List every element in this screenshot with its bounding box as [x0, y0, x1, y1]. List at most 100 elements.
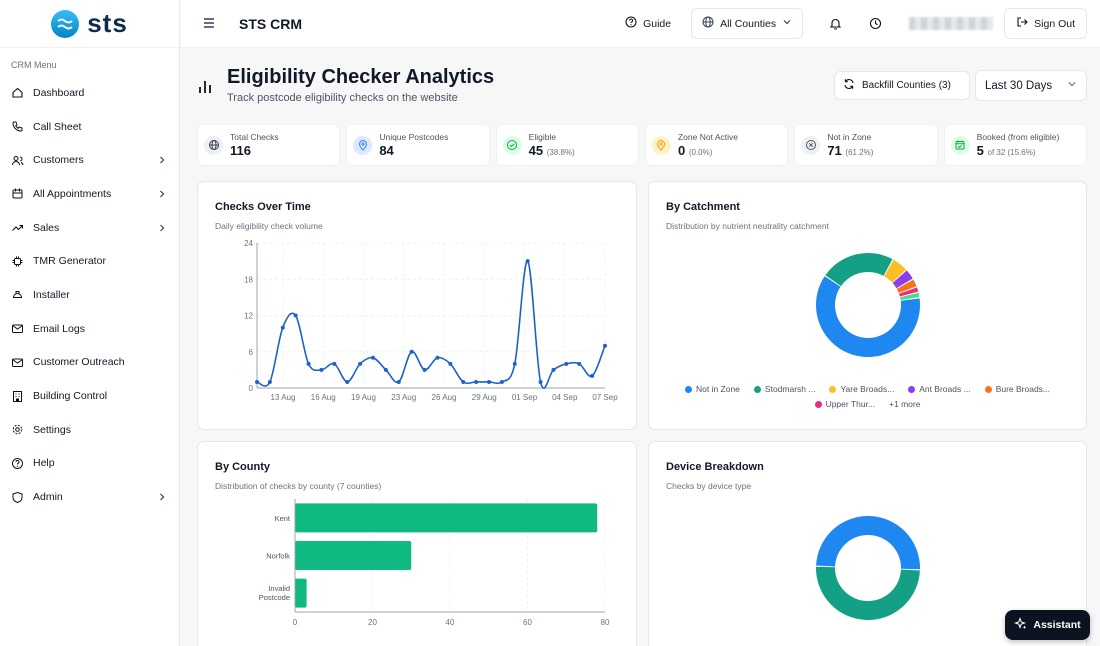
backfill-counties-button[interactable]: Backfill Counties (3): [834, 71, 970, 100]
data-point[interactable]: [396, 379, 401, 384]
legend-item[interactable]: Yare Broads...: [829, 384, 894, 394]
sidebar-item-customer-outreach[interactable]: Customer Outreach: [0, 346, 179, 380]
catchment-donut-chart[interactable]: [649, 182, 1088, 372]
sign-out-button[interactable]: Sign Out: [1004, 8, 1087, 39]
sidebar-item-settings[interactable]: Settings: [0, 413, 179, 447]
sidebar-item-installer[interactable]: Installer: [0, 278, 179, 312]
pie-slice[interactable]: [900, 292, 920, 301]
checks-line-chart[interactable]: 0 6 12 18 24 13 Aug 16 Aug 19 Aug 23 Aug 26 Aug 29…: [198, 182, 638, 431]
data-point[interactable]: [474, 379, 479, 384]
menu-toggle-icon[interactable]: [203, 15, 217, 33]
home-icon: [11, 86, 24, 99]
assistant-button[interactable]: Assistant: [1005, 610, 1090, 640]
data-point[interactable]: [435, 355, 440, 360]
sidebar-item-sales[interactable]: Sales: [0, 211, 179, 245]
sidebar-item-tmr-generator[interactable]: TMR Generator: [0, 244, 179, 278]
date-range-select[interactable]: Last 30 Days: [975, 70, 1087, 101]
date-range-value: Last 30 Days: [985, 79, 1053, 92]
data-point[interactable]: [371, 355, 375, 360]
pie-slice[interactable]: [899, 287, 919, 297]
category-label: Norfolk: [266, 552, 290, 561]
mail-icon: [11, 356, 24, 369]
shield-icon: [11, 491, 24, 504]
sidebar-item-label: All Appointments: [33, 187, 112, 200]
device-donut-chart[interactable]: [649, 442, 1088, 646]
stat-label: Not in Zone: [827, 132, 872, 142]
pie-slice[interactable]: [816, 515, 920, 570]
pie-slice[interactable]: [816, 276, 920, 357]
data-point[interactable]: [603, 343, 607, 348]
category-label: Postcode: [259, 593, 290, 602]
pie-slice[interactable]: [896, 279, 917, 294]
data-point[interactable]: [306, 361, 311, 366]
legend-item[interactable]: Not in Zone: [684, 384, 740, 394]
card-title: Device Breakdown: [666, 461, 764, 473]
data-point[interactable]: [255, 379, 259, 384]
data-point[interactable]: [551, 367, 556, 372]
data-point[interactable]: [525, 259, 530, 264]
log-out-icon: [1016, 16, 1028, 31]
data-point[interactable]: [487, 379, 491, 384]
pie-slice[interactable]: [816, 566, 920, 621]
sidebar-item-customers[interactable]: Customers: [0, 143, 179, 177]
data-point[interactable]: [358, 361, 363, 366]
data-point[interactable]: [293, 313, 298, 318]
pie-slice[interactable]: [884, 259, 906, 283]
data-point[interactable]: [590, 373, 595, 378]
legend-item[interactable]: Upper Thur...: [814, 399, 875, 409]
assistant-label: Assistant: [1033, 619, 1081, 631]
y-tick-label: 12: [244, 312, 253, 321]
data-point[interactable]: [564, 361, 569, 366]
pie-slice[interactable]: [892, 270, 913, 289]
guide-label: Guide: [643, 17, 672, 30]
bar[interactable]: [295, 541, 412, 570]
history-icon[interactable]: [869, 17, 883, 31]
data-point[interactable]: [409, 349, 414, 354]
brand-logo[interactable]: sts: [0, 0, 179, 48]
pie-slice[interactable]: [825, 253, 893, 287]
user-name-redacted: [909, 17, 994, 30]
data-point[interactable]: [267, 379, 272, 384]
county-select[interactable]: All Counties: [691, 8, 804, 39]
data-point[interactable]: [448, 361, 453, 366]
x-tick-label: 23 Aug: [391, 393, 416, 402]
legend-item[interactable]: Ant Broads ...: [908, 384, 971, 394]
data-point[interactable]: [422, 367, 427, 372]
data-point[interactable]: [319, 367, 324, 372]
stat-card: Zone Not Active 0 (0.0%): [644, 124, 789, 166]
sidebar-item-dashboard[interactable]: Dashboard: [0, 76, 179, 110]
sidebar-item-all-appointments[interactable]: All Appointments: [0, 177, 179, 211]
stat-value: 84: [379, 143, 394, 158]
stat-label: Unique Postcodes: [379, 132, 449, 142]
bell-icon[interactable]: [829, 17, 843, 31]
card-subtitle: Checks by device type: [666, 481, 752, 491]
sidebar-item-building-control[interactable]: Building Control: [0, 379, 179, 413]
app-title: STS CRM: [239, 15, 302, 32]
legend-item[interactable]: Bure Broads...: [984, 384, 1050, 394]
sidebar-item-call-sheet[interactable]: Call Sheet: [0, 110, 179, 144]
legend-item[interactable]: Stodmarsh ...: [753, 384, 815, 394]
data-point[interactable]: [577, 361, 582, 366]
data-point[interactable]: [499, 379, 504, 384]
data-point[interactable]: [280, 325, 285, 330]
data-point[interactable]: [538, 379, 543, 384]
calendar-icon: [11, 187, 24, 200]
sidebar-item-label: Call Sheet: [33, 120, 82, 133]
data-point[interactable]: [345, 379, 350, 384]
y-tick-label: 0: [249, 384, 254, 393]
data-point[interactable]: [461, 379, 466, 384]
sidebar-item-admin[interactable]: Admin: [0, 480, 179, 514]
sidebar-item-help[interactable]: Help: [0, 447, 179, 481]
data-point[interactable]: [383, 367, 388, 372]
bar[interactable]: [295, 578, 307, 608]
brand-name: sts: [87, 8, 128, 38]
data-point[interactable]: [332, 361, 337, 366]
x-tick-label: 16 Aug: [311, 393, 336, 402]
legend-more[interactable]: +1 more: [889, 399, 920, 409]
guide-button[interactable]: Guide: [625, 16, 671, 31]
data-point[interactable]: [512, 361, 517, 366]
bar[interactable]: [295, 503, 598, 533]
stat-card: Eligible 45 (38.8%): [495, 124, 639, 166]
sidebar-item-email-logs[interactable]: Email Logs: [0, 312, 179, 346]
